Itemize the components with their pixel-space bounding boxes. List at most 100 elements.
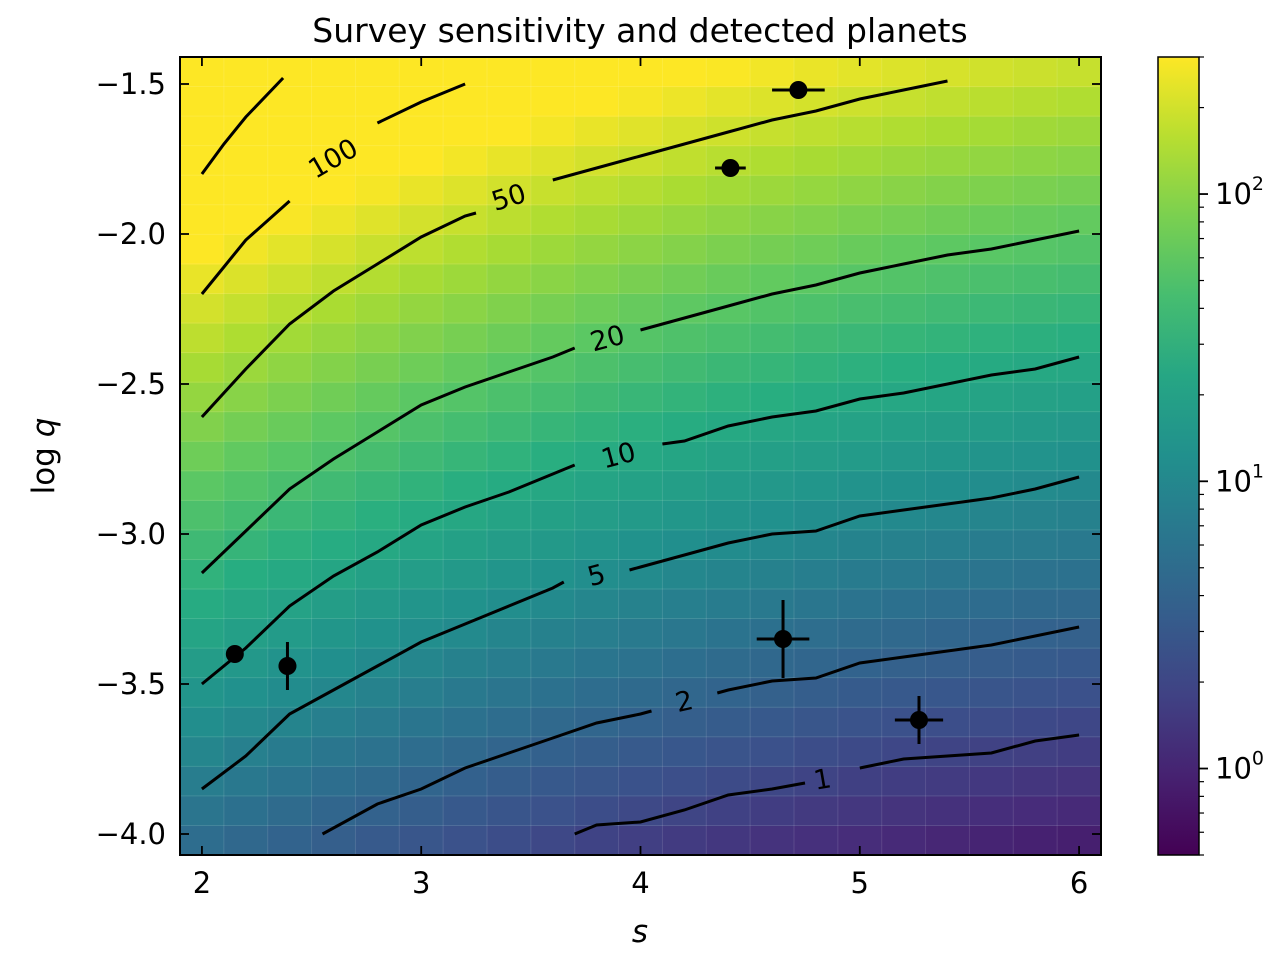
heatmap-cell <box>487 145 532 176</box>
heatmap-cell <box>443 766 488 797</box>
heatmap-cell <box>223 382 269 413</box>
y-tick-label: −2.0 <box>96 217 166 251</box>
heatmap-cell <box>311 470 357 501</box>
heatmap-cell <box>530 411 576 442</box>
heatmap-cell <box>925 86 971 117</box>
heatmap-cell <box>355 382 400 413</box>
colorbar-ticks: 100 101 102 <box>1199 56 1264 856</box>
heatmap-cell <box>1013 766 1058 797</box>
heatmap-cell <box>750 707 795 738</box>
heatmap-cell <box>530 57 576 88</box>
grid-lines <box>180 57 1101 855</box>
heatmap-cell <box>706 382 751 413</box>
heatmap-cell <box>487 441 532 472</box>
heatmap-cell <box>750 352 795 383</box>
heatmap-cell <box>662 559 707 590</box>
heatmap-cell <box>1013 707 1058 738</box>
heatmap-cell <box>355 766 400 797</box>
heatmap-cell <box>223 323 269 354</box>
heatmap-cell <box>794 677 839 708</box>
heatmap-cell <box>706 234 751 265</box>
heatmap-cell <box>574 648 620 679</box>
heatmap-cell <box>311 323 357 354</box>
heatmap-cell <box>662 618 707 649</box>
heatmap-cell <box>925 57 971 88</box>
heatmap-cell <box>355 707 400 738</box>
heatmap-cell <box>487 175 532 206</box>
heatmap-cell <box>794 116 839 147</box>
heatmap-cell <box>311 648 357 679</box>
heatmap-cell <box>180 589 225 620</box>
heatmap-cell <box>180 234 225 265</box>
heatmap-cell <box>223 116 269 147</box>
heatmap-cell <box>837 145 883 176</box>
heatmap-cell <box>399 234 444 265</box>
heatmap-cell <box>750 175 795 206</box>
heatmap-cell <box>881 589 927 620</box>
heatmap-cell <box>311 116 357 147</box>
heatmap-cell <box>1013 648 1058 679</box>
heatmap-cell <box>881 175 927 206</box>
heatmap-cell <box>399 293 444 324</box>
heatmap-cell <box>180 470 225 501</box>
heatmap <box>180 57 1101 855</box>
heatmap-cell <box>487 795 532 827</box>
heatmap-cell <box>574 470 620 501</box>
heatmap-cell <box>618 559 664 590</box>
heatmap-cell <box>399 648 444 679</box>
heatmap-cell <box>969 766 1014 797</box>
heatmap-cell <box>969 707 1014 738</box>
heatmap-cell <box>443 411 488 442</box>
heatmap-cell <box>574 382 620 413</box>
heatmap-cell <box>794 618 839 649</box>
heatmap-cell <box>530 116 576 147</box>
heatmap-cell <box>399 145 444 176</box>
heatmap-cell <box>1057 589 1101 620</box>
heatmap-cell <box>487 707 532 738</box>
heatmap-cell <box>574 500 620 531</box>
heatmap-cell <box>662 145 707 176</box>
heatmap-cell <box>180 441 225 472</box>
heatmap-cell <box>1057 204 1101 235</box>
heatmap-cell <box>443 145 488 176</box>
heatmap-cell <box>311 234 357 265</box>
heatmap-cell <box>925 707 971 738</box>
heatmap-cell <box>706 352 751 383</box>
heatmap-cell <box>180 766 225 797</box>
heatmap-cell <box>837 589 883 620</box>
heatmap-cell <box>881 470 927 501</box>
planet-point <box>909 711 928 729</box>
heatmap-cell <box>530 500 576 531</box>
heatmap-cell <box>1057 441 1101 472</box>
heatmap-cell <box>530 736 576 767</box>
heatmap-cell <box>969 175 1014 206</box>
heatmap-cell <box>399 470 444 501</box>
heatmap-cell <box>1057 559 1101 590</box>
heatmap-cell <box>311 529 357 561</box>
heatmap-cell <box>399 323 444 354</box>
x-axis-title: s <box>632 914 648 950</box>
heatmap-cell <box>837 529 883 561</box>
heatmap-cell <box>662 766 707 797</box>
heatmap-cell <box>750 204 795 235</box>
heatmap-cell <box>662 441 707 472</box>
heatmap-cell <box>662 323 707 354</box>
heatmap-cell <box>443 175 488 206</box>
heatmap-cell <box>574 116 620 147</box>
heatmap-cell <box>487 529 532 561</box>
heatmap-cell <box>706 263 751 295</box>
heatmap-cell <box>925 204 971 235</box>
heatmap-cell <box>618 382 664 413</box>
heatmap-cell <box>662 825 707 855</box>
heatmap-cell <box>180 116 225 147</box>
heatmap-cell <box>311 795 357 827</box>
heatmap-cell <box>750 500 795 531</box>
heatmap-cell <box>267 736 313 767</box>
heatmap-cell <box>618 707 664 738</box>
heatmap-cell <box>267 825 313 855</box>
heatmap-cell <box>881 500 927 531</box>
contour-line-100 <box>200 199 291 295</box>
heatmap-cell <box>487 263 532 295</box>
heatmap-cell <box>443 825 488 855</box>
heatmap-cell <box>487 559 532 590</box>
